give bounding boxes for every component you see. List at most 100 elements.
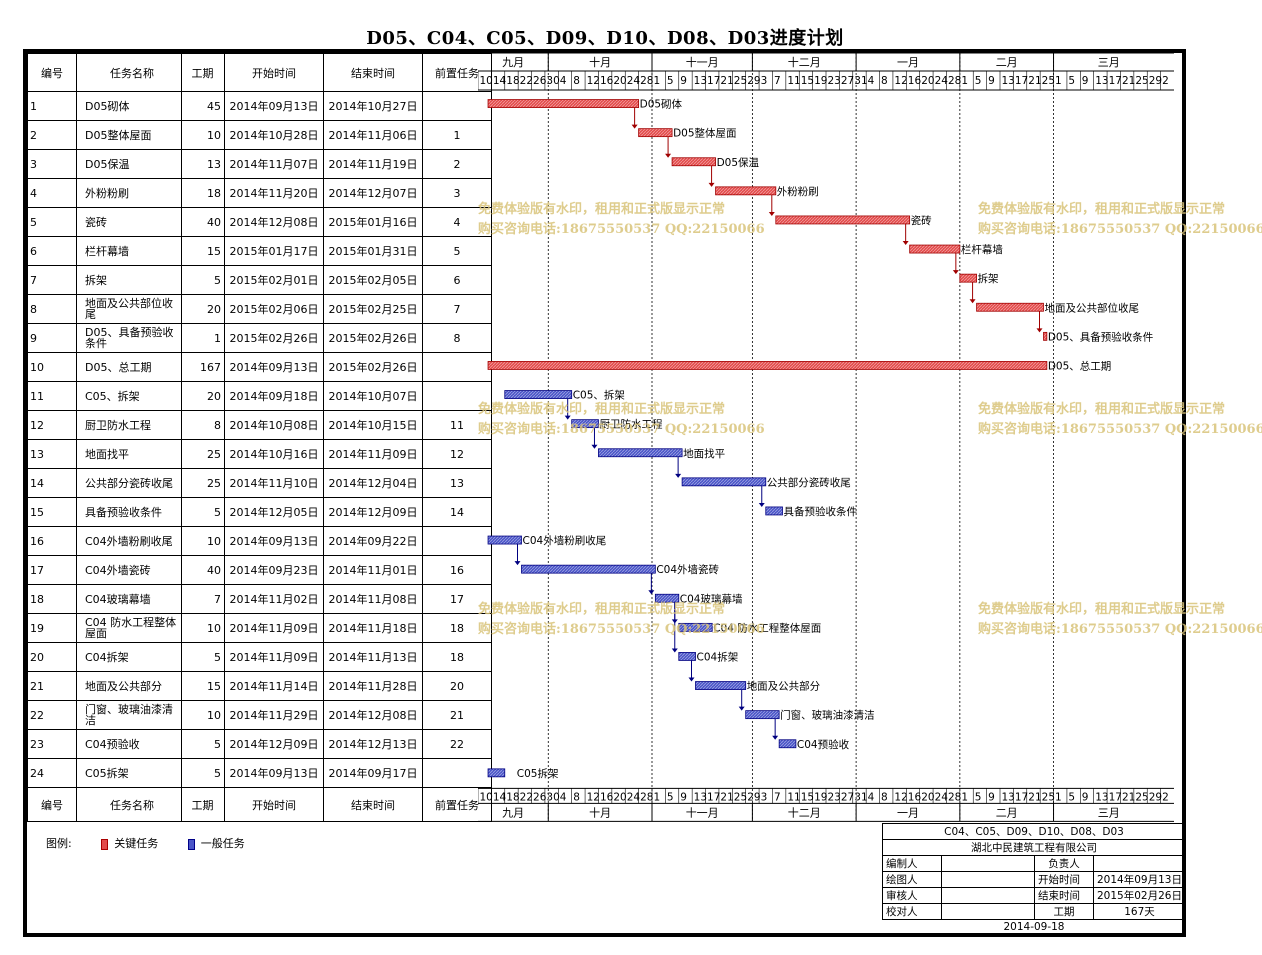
dur-value: 167天 <box>1093 903 1186 920</box>
table-row: 11 C05、拆架 20 2014年09月18日 2014年10月07日 <box>27 381 492 411</box>
day-label-bottom: 23 <box>828 791 841 803</box>
gantt-chart: 1010141418182222262630304488121216162020… <box>478 53 1174 822</box>
cell-start: 2014年10月28日 <box>224 120 324 150</box>
cell-start: 2015年02月26日 <box>224 323 324 353</box>
cell-id: 3 <box>27 149 77 179</box>
cell-id: 18 <box>27 584 77 614</box>
day-label-bottom: 24 <box>627 791 641 803</box>
cell-dur: 20 <box>181 294 225 324</box>
cell-pred: 16 <box>422 555 492 585</box>
cell-dur: 5 <box>181 758 225 788</box>
cell-dur: 25 <box>181 439 225 469</box>
day-label-bottom: 4 <box>560 791 567 803</box>
column-header: 开始时间 <box>224 787 324 822</box>
table-row: 3 D05保温 13 2014年11月07日 2014年11月19日 2 <box>27 149 492 179</box>
bar-label: D05、总工期 <box>1048 359 1111 372</box>
bar-label: C04预验收 <box>797 738 850 751</box>
bar-label: 门窗、玻璃油漆清洁 <box>780 709 875 722</box>
day-label-bottom: 25 <box>1042 791 1055 803</box>
day-label-top: 21 <box>1028 75 1041 87</box>
column-header: 工期 <box>181 53 225 92</box>
cell-pred: 13 <box>422 468 492 498</box>
gantt-bar <box>598 448 683 458</box>
bar-label: C04 防水工程整体屋面 <box>713 621 821 634</box>
day-label-bottom: 19 <box>814 791 827 803</box>
cell-name: D05保温 <box>76 149 182 179</box>
cell-dur: 10 <box>181 700 225 730</box>
cell-id: 6 <box>27 236 77 266</box>
day-label-bottom: 15 <box>801 791 814 803</box>
cell-start: 2014年11月29日 <box>224 700 324 730</box>
cell-end: 2015年02月25日 <box>323 294 423 324</box>
cell-id: 21 <box>27 671 77 701</box>
cell-end: 2015年01月16日 <box>323 207 423 237</box>
cell-end: 2015年02月26日 <box>323 323 423 353</box>
cell-pred: 5 <box>422 236 492 266</box>
day-label-top: 17 <box>707 75 720 87</box>
month-label-top: 一月 <box>897 56 919 69</box>
cell-start: 2014年11月09日 <box>224 613 324 643</box>
cell-id: 7 <box>27 265 77 295</box>
bar-label: C04玻璃幕墙 <box>680 592 743 605</box>
dependency-arrow <box>768 211 775 216</box>
day-label-bottom: 10 <box>480 791 493 803</box>
day-label-top: 20 <box>921 75 934 87</box>
legend-title: 图例: <box>46 837 72 850</box>
day-label-bottom: 25 <box>734 791 747 803</box>
cell-start: 2014年12月08日 <box>224 207 324 237</box>
day-label-top: 24 <box>627 75 641 87</box>
end-value: 2015年02月26日 <box>1093 887 1186 904</box>
day-label-top: 9 <box>988 75 995 87</box>
day-label-top: 8 <box>573 75 580 87</box>
dependency-arrow <box>675 473 682 478</box>
cell-start: 2015年01月17日 <box>224 236 324 266</box>
cell-end: 2014年11月19日 <box>323 149 423 179</box>
info-company: 湖北中民建筑工程有限公司 <box>882 839 1186 856</box>
dependency-arrow <box>902 241 909 246</box>
gantt-bar <box>745 710 780 720</box>
day-label-top: 25 <box>1135 75 1148 87</box>
bar-label: C05、拆架 <box>573 389 626 402</box>
cell-pred: 14 <box>422 497 492 527</box>
table-row: 1 D05砌体 45 2014年09月13日 2014年10月27日 <box>27 91 492 121</box>
day-label-bottom: 5 <box>667 791 674 803</box>
cell-name: C04拆架 <box>76 642 182 672</box>
day-label-top: 1 <box>654 75 661 87</box>
cell-id: 17 <box>27 555 77 585</box>
table-row: 8 地面及公共部位收尾 20 2015年02月06日 2015年02月25日 7 <box>27 294 492 324</box>
day-label-top: 25 <box>1042 75 1055 87</box>
cell-end: 2014年12月08日 <box>323 700 423 730</box>
cell-start: 2014年09月13日 <box>224 91 324 121</box>
day-label-bottom: 30 <box>546 791 559 803</box>
cell-name: 外粉粉刷 <box>76 178 182 208</box>
cell-end: 2014年12月07日 <box>323 178 423 208</box>
cell-pred: 2 <box>422 149 492 179</box>
cell-start: 2014年10月08日 <box>224 410 324 440</box>
table-row: 9 D05、具备预验收条件 1 2015年02月26日 2015年02月26日 8 <box>27 323 492 353</box>
month-label-bottom: 二月 <box>996 806 1018 819</box>
day-label-top: 17 <box>1109 75 1122 87</box>
cell-id: 1 <box>27 91 77 121</box>
cell-dur: 18 <box>181 178 225 208</box>
day-label-bottom: 26 <box>533 791 547 803</box>
owner-label: 负责人 <box>1034 855 1094 872</box>
day-label-bottom: 20 <box>613 791 626 803</box>
cell-start: 2014年12月09日 <box>224 729 324 759</box>
day-label-bottom: 17 <box>707 791 720 803</box>
bar-label: 公共部分瓷砖收尾 <box>767 476 851 489</box>
cell-pred: 11 <box>422 410 492 440</box>
cell-start: 2014年11月02日 <box>224 584 324 614</box>
bar-label: D05、具备预验收条件 <box>1048 330 1153 343</box>
cell-end: 2014年11月28日 <box>323 671 423 701</box>
cell-end: 2014年11月13日 <box>323 642 423 672</box>
gantt-bar <box>654 593 680 603</box>
day-label-top: 19 <box>814 75 827 87</box>
gantt-bar <box>487 361 1048 370</box>
editor-label: 编制人 <box>882 855 942 872</box>
cell-end: 2014年12月09日 <box>323 497 423 527</box>
cell-dur: 7 <box>181 584 225 614</box>
day-label-bottom: 12 <box>587 791 600 803</box>
gantt-bar <box>715 186 777 196</box>
cell-name: 地面找平 <box>76 439 182 469</box>
day-label-top: 11 <box>787 75 800 87</box>
